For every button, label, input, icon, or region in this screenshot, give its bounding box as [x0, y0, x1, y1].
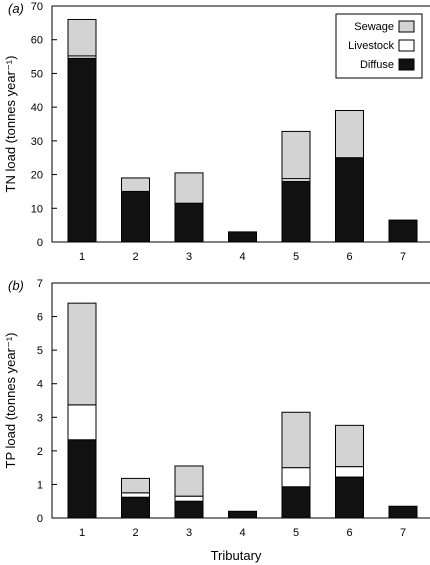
- x-tick-label: 2: [132, 251, 138, 263]
- bar-segment-sewage: [174, 465, 204, 497]
- y-tick-label: 40: [31, 102, 43, 114]
- bar-segment-sewage: [281, 130, 311, 180]
- y-axis-title: TP load (tonnes year⁻¹): [3, 333, 18, 469]
- bar-segment-diffuse: [67, 439, 97, 519]
- x-tick-label: 3: [186, 251, 192, 263]
- x-tick-label: 5: [293, 527, 299, 539]
- panel-tn-load: 0 10 20 30 40 50 60 70 1 2 3 4 5 6 7 (a) TN load (tonnes…: [3, 1, 430, 263]
- bar-segment-diffuse: [335, 157, 364, 243]
- y-axis-title: TN load (tonnes year⁻¹): [3, 56, 18, 193]
- y-tick-label: 6: [37, 312, 43, 324]
- y-tick-label: 0: [37, 513, 43, 525]
- y-tick-label: 3: [37, 412, 43, 424]
- x-axis-title: Tributary: [211, 548, 262, 563]
- x-tick-label: 6: [346, 251, 352, 263]
- bar-segment-livestock: [67, 404, 97, 441]
- x-tick-label: 5: [293, 251, 299, 263]
- y-tick-label: 5: [37, 345, 43, 357]
- legend-label: Sewage: [354, 21, 394, 33]
- bar-segment-sewage: [335, 424, 364, 468]
- x-tick-label: 4: [239, 527, 245, 539]
- bar-segment-diffuse: [174, 500, 204, 519]
- panel-label: (a): [8, 1, 24, 16]
- legend-swatch-livestock: [398, 39, 415, 52]
- x-tick-label: 4: [239, 251, 245, 263]
- x-tick-label: 7: [400, 251, 406, 263]
- y-tick-label: 70: [31, 1, 43, 13]
- bar-segment-sewage: [121, 477, 150, 494]
- legend-label: Livestock: [348, 40, 394, 52]
- x-tick-label: 7: [400, 527, 406, 539]
- legend-swatch-diffuse: [398, 58, 415, 71]
- y-tick-label: 50: [31, 68, 43, 80]
- bar-segment-sewage: [67, 18, 97, 57]
- bar-segment-diffuse: [228, 231, 257, 243]
- bar-segment-livestock: [174, 495, 204, 502]
- x-tick-label: 1: [79, 251, 85, 263]
- legend-swatch-sewage: [398, 20, 415, 33]
- y-tick-label: 0: [37, 237, 43, 249]
- bar-segment-diffuse: [388, 219, 418, 243]
- x-tick-label: 6: [346, 527, 352, 539]
- bar-segment-sewage: [121, 177, 150, 192]
- bar-segment-diffuse: [335, 476, 364, 519]
- y-tick-label: 20: [31, 170, 43, 182]
- panel-tp-load: 0 1 2 3 4 5 6 7 1 2 3 4 5 6 7 (b) TP load (tonnes year⁻¹…: [3, 278, 430, 563]
- y-tick-label: 1: [37, 479, 43, 491]
- bar-segment-livestock: [335, 466, 364, 478]
- bar-segment-livestock: [281, 467, 311, 488]
- bar-segment-diffuse: [174, 202, 204, 243]
- bar-segment-diffuse: [121, 190, 150, 243]
- y-tick-label: 30: [31, 136, 43, 148]
- bar-segment-diffuse: [228, 510, 257, 519]
- y-tick-label: 7: [37, 278, 43, 290]
- bar-segment-sewage: [335, 110, 364, 159]
- bar-segment-diffuse: [121, 496, 150, 519]
- x-tick-label: 1: [79, 527, 85, 539]
- bar-segment-diffuse: [281, 486, 311, 519]
- bar-segment-livestock: [121, 492, 150, 498]
- bar-segment-diffuse: [281, 180, 311, 243]
- bar-segment-sewage: [67, 302, 97, 406]
- y-tick-label: 2: [37, 446, 43, 458]
- x-tick-label: 3: [186, 527, 192, 539]
- bar-segment-diffuse: [388, 505, 418, 519]
- plot-frame: [51, 282, 430, 519]
- bar-segment-sewage: [174, 172, 204, 204]
- x-tick-label: 2: [132, 527, 138, 539]
- y-tick-label: 10: [31, 203, 43, 215]
- bar-segment-diffuse: [67, 57, 97, 243]
- y-tick-label: 4: [37, 379, 43, 391]
- panel-label: (b): [8, 278, 24, 293]
- legend-label: Diffuse: [360, 59, 394, 71]
- bar-segment-sewage: [281, 411, 311, 469]
- y-tick-label: 60: [31, 35, 43, 47]
